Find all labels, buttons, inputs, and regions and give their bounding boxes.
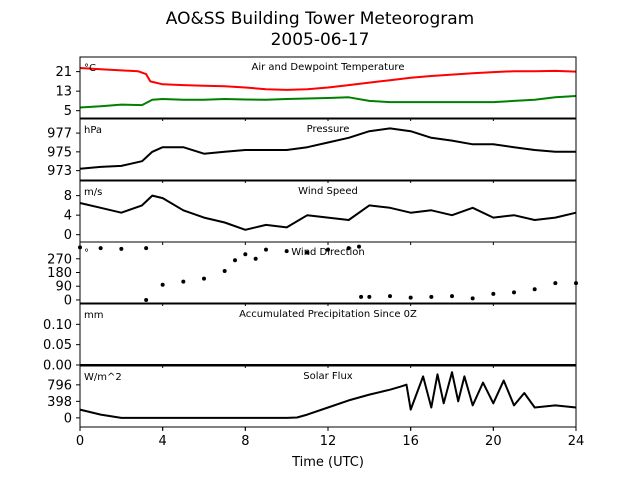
x-axis-tick-label-3: 12 xyxy=(320,434,337,449)
panel-0-ytick-label-1: 13 xyxy=(55,85,72,100)
panel-3-point-22 xyxy=(429,294,434,299)
x-axis-tick-label-1: 4 xyxy=(159,434,167,449)
panel-3-point-24 xyxy=(470,296,475,301)
panel-5-ytick-label-0: 0 xyxy=(64,411,72,426)
panel-3-point-25 xyxy=(491,291,496,296)
panel-3-title: Wind Direction xyxy=(291,247,365,258)
panel-3-point-11 xyxy=(253,256,258,261)
panel-5-series-0 xyxy=(79,371,577,419)
panel-3-point-2 xyxy=(119,246,124,251)
panel-3-point-15 xyxy=(326,247,330,252)
panel-0-ytick-label-2: 21 xyxy=(55,65,72,80)
panel-5-ytick-label-2: 796 xyxy=(47,378,72,393)
panel-3-point-9 xyxy=(233,258,237,263)
panel-3-point-19 xyxy=(367,294,372,299)
panel-3-point-27 xyxy=(532,287,537,292)
panel-3-ytick-label-0: 0 xyxy=(64,293,72,308)
x-axis-tick-label-2: 8 xyxy=(241,434,249,449)
x-axis-label: Time (UTC) xyxy=(291,455,364,470)
panel-3-point-8 xyxy=(222,268,227,273)
panel-3-point-4 xyxy=(144,297,149,302)
panel-4-ytick-label-0: 0.00 xyxy=(43,359,72,374)
panel-1-ytick-label-1: 975 xyxy=(47,145,72,160)
panel-3-point-26 xyxy=(512,290,516,295)
panel-3-point-10 xyxy=(243,252,248,257)
panel-1-ytick-label-0: 973 xyxy=(47,164,72,179)
x-axis-tick-label-5: 20 xyxy=(485,434,502,449)
panel-4-title: Accumulated Precipitation Since 0Z xyxy=(239,309,417,320)
panel-3-unit-label: ° xyxy=(84,248,89,259)
panel-2-ytick-label-1: 4 xyxy=(64,209,72,224)
panel-3-point-6 xyxy=(181,279,186,284)
panel-2-ytick-label-0: 0 xyxy=(64,228,72,243)
panel-0-series-1 xyxy=(79,95,577,109)
panel-5-ytick-label-1: 398 xyxy=(47,395,72,410)
panel-3-ytick-label-2: 180 xyxy=(47,266,72,281)
panel-4-ytick-label-1: 0.05 xyxy=(43,338,72,353)
panel-2-title: Wind Speed xyxy=(298,186,358,197)
panel-3-point-1 xyxy=(98,246,103,251)
panel-2-unit-label: m/s xyxy=(84,187,102,198)
panel-3-point-3 xyxy=(144,246,149,251)
panel-4-unit-label: mm xyxy=(84,310,103,321)
x-axis-tick-label-0: 0 xyxy=(76,434,84,449)
panel-5-title: Solar Flux xyxy=(303,371,353,382)
figure-title-line1: AO&SS Building Tower Meteorogram xyxy=(166,9,474,29)
panel-5-unit-label: W/m^2 xyxy=(84,372,122,383)
panel-2-series-0 xyxy=(79,194,577,231)
panel-3-ytick-label-3: 270 xyxy=(47,252,72,267)
x-axis: 0 4 8 12 16 20 24 xyxy=(76,427,584,449)
panel-0-title: Air and Dewpoint Temperature xyxy=(252,62,405,73)
panel-3-point-23 xyxy=(450,294,454,299)
panel-1-series-0 xyxy=(79,127,576,170)
panel-3-point-12 xyxy=(264,247,268,252)
panel-3-point-5 xyxy=(160,282,165,287)
panel-0-ytick-label-0: 5 xyxy=(64,104,72,119)
x-axis-tick-label-6: 24 xyxy=(568,434,585,449)
panel-0-series-0 xyxy=(79,67,577,91)
panel-2-ytick-label-2: 8 xyxy=(64,189,72,204)
panel-4-ytick-label-2: 0.10 xyxy=(43,318,72,333)
panel-3-point-28 xyxy=(553,281,558,286)
panel-2: 0 4 8 m/s Wind Speed xyxy=(64,180,577,245)
panel-0: 5 13 21 °C Air and Dewpoint Temperature xyxy=(55,56,577,121)
panel-3-point-20 xyxy=(388,294,392,299)
panel-3-point-17 xyxy=(357,244,361,249)
panel-3-point-13 xyxy=(284,249,289,254)
panel-1: 973 975 977 hPa Pressure xyxy=(47,118,577,183)
panel-4: 0.00 0.05 0.10 mm Accumulated Precipitation … xyxy=(43,303,577,374)
panel-3-point-21 xyxy=(408,295,413,300)
panel-3-point-18 xyxy=(359,294,364,299)
x-axis-tick-label-4: 16 xyxy=(402,434,419,449)
panel-3-point-14 xyxy=(305,250,310,255)
panel-0-unit-label: °C xyxy=(84,63,96,74)
panel-1-unit-label: hPa xyxy=(84,125,102,136)
figure-title-line2: 2005-06-17 xyxy=(271,30,370,50)
panel-3-point-7 xyxy=(202,276,206,281)
panel-1-ytick-label-2: 977 xyxy=(47,127,72,142)
panel-3-point-16 xyxy=(346,246,351,251)
panel-3-ytick-label-1: 90 xyxy=(55,280,72,295)
panel-1-title: Pressure xyxy=(307,124,350,135)
